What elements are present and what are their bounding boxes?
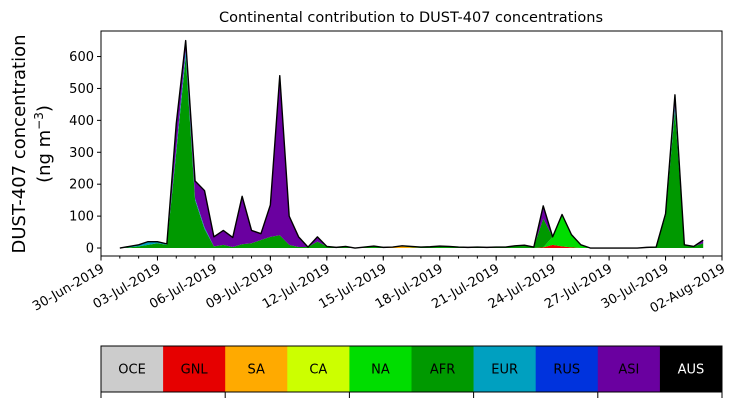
legend-label-asi: ASI [618, 363, 639, 378]
legend-label-rus: RUS [553, 363, 580, 378]
legend-swatch-gnl [163, 346, 226, 392]
y-axis-label-unit-suffix: ) [34, 105, 55, 112]
stacked-areas [119, 40, 704, 249]
legend: OCE GNL SA CA NA AFR EUR RUS ASI AUS [100, 345, 723, 398]
legend-swatch-aus [659, 346, 723, 392]
x-axis-ticks: 30-Jun-201903-Jul-201906-Jul-201909-Jul-… [30, 256, 728, 317]
y-tick-label: 100 [69, 210, 94, 225]
area-gnl [119, 244, 704, 249]
total-outline [119, 39, 704, 249]
legend-swatch-ca [287, 346, 350, 392]
y-axis-label-line2: (ng m−3) [32, 105, 55, 183]
area-sa [119, 244, 704, 249]
legend-swatch-sa [225, 346, 288, 392]
y-axis-label-line1: DUST-407 concentration [9, 34, 30, 253]
y-tick-label: 300 [69, 146, 94, 161]
chart-title: Continental contribution to DUST-407 con… [219, 10, 603, 26]
legend-label-oce: OCE [118, 363, 146, 378]
y-tick-label: 200 [69, 178, 94, 193]
legend-label-aus: AUS [678, 363, 705, 378]
legend-frame [100, 345, 723, 393]
legend-swatch-asi [597, 346, 661, 392]
y-axis-label-unit-exponent: −3 [32, 112, 46, 130]
legend-swatch-afr [411, 346, 474, 392]
legend-swatch-rus [535, 346, 599, 392]
y-axis-ticks: 0 100 200 300 400 500 600 [69, 50, 101, 257]
y-axis-label-unit-prefix: (ng m [34, 130, 55, 183]
legend-label-ca: CA [309, 363, 327, 378]
y-tick-label: 600 [69, 50, 94, 65]
legend-swatch-na [349, 346, 412, 392]
legend-label-na: NA [371, 363, 390, 378]
legend-label-afr: AFR [430, 363, 455, 378]
legend-swatch-oce [101, 346, 164, 392]
plot-frame [100, 30, 723, 257]
y-tick-label: 0 [86, 242, 94, 257]
area-na [119, 214, 704, 249]
y-tick-label: 400 [69, 114, 94, 129]
area-asi [119, 40, 704, 249]
legend-swatch-eur [473, 346, 536, 392]
area-afr [119, 56, 704, 249]
y-tick-label: 500 [69, 82, 94, 97]
legend-label-gnl: GNL [181, 363, 209, 378]
legend-label-eur: EUR [491, 363, 518, 378]
legend-label-sa: SA [248, 363, 265, 378]
